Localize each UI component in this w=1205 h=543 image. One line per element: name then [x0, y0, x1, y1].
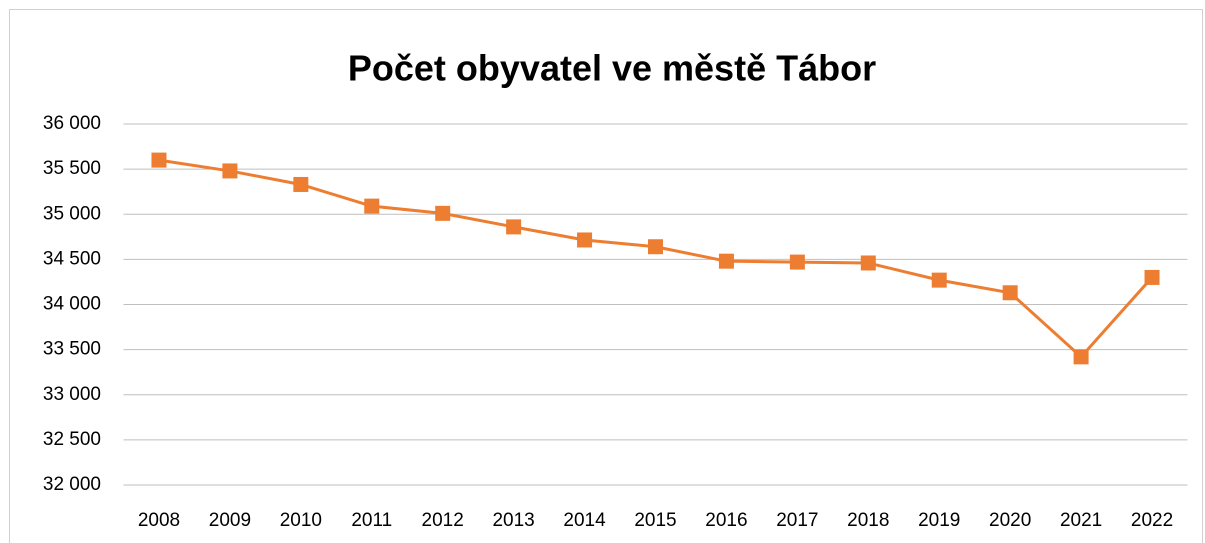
x-tick-label: 2013: [492, 510, 534, 531]
x-tick-label: 2019: [918, 510, 960, 531]
x-tick-label: 2022: [1131, 510, 1173, 531]
x-tick-label: 2020: [989, 510, 1031, 531]
y-tick-label: 32 000: [43, 474, 101, 495]
y-tick-label: 35 500: [43, 158, 101, 179]
marker: [506, 219, 522, 235]
x-tick-label: 2010: [280, 510, 322, 531]
x-tick-label: 2014: [563, 510, 606, 531]
marker: [931, 272, 947, 288]
marker: [648, 239, 663, 255]
marker: [1002, 285, 1018, 301]
y-tick-label: 36 000: [43, 113, 101, 134]
marker: [718, 253, 734, 269]
x-tick-label: 2015: [634, 510, 676, 531]
marker: [1073, 349, 1089, 365]
marker: [151, 152, 167, 168]
marker: [1144, 269, 1160, 285]
x-tick-label: 2016: [705, 510, 747, 531]
x-tick-label: 2017: [776, 510, 818, 531]
y-tick-label: 33 000: [43, 384, 101, 405]
x-tick-label: 2009: [209, 510, 251, 531]
x-tick-label: 2011: [351, 510, 392, 531]
y-tick-label: 33 500: [43, 339, 101, 360]
y-tick-label: 34 000: [43, 294, 101, 315]
chart-border: [9, 9, 1203, 543]
marker: [364, 198, 380, 214]
y-tick-label: 32 500: [43, 429, 101, 450]
chart-title: Počet obyvatel ve městě Tábor: [348, 48, 876, 89]
marker: [293, 176, 309, 192]
marker: [789, 254, 805, 270]
marker: [860, 255, 876, 271]
x-tick-label: 2008: [138, 510, 180, 531]
marker: [435, 205, 451, 221]
x-tick-label: 2018: [847, 510, 889, 531]
marker: [577, 232, 593, 248]
x-tick-label: 2021: [1060, 510, 1102, 531]
x-tick-label: 2012: [422, 510, 464, 531]
y-tick-label: 35 000: [43, 203, 101, 224]
y-tick-label: 34 500: [43, 248, 101, 269]
marker: [222, 163, 238, 179]
